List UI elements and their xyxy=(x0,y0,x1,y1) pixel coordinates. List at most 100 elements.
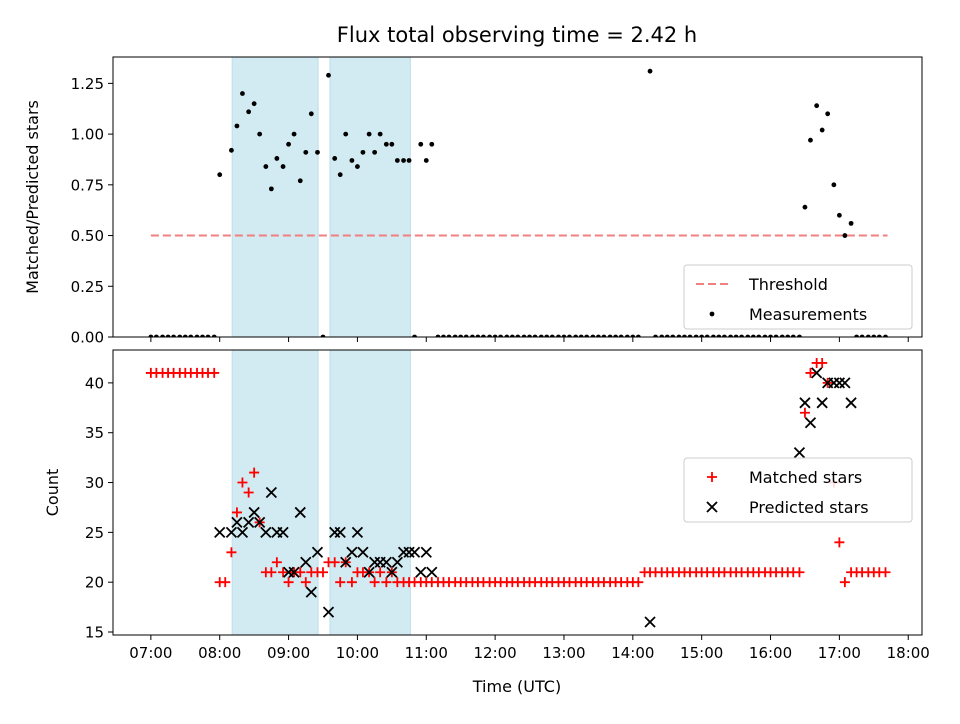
measurement-point xyxy=(240,91,245,96)
legend-label: Measurements xyxy=(749,305,867,324)
matched-star-marker xyxy=(317,567,328,578)
predicted-star-marker xyxy=(415,566,427,578)
measurement-point xyxy=(234,123,240,129)
observing-window-1 xyxy=(231,57,319,337)
measurement-point xyxy=(148,334,154,337)
measurement-point xyxy=(607,334,613,337)
legend-label: Matched stars xyxy=(749,468,862,487)
measurement-point xyxy=(635,334,641,337)
observing-window-2 xyxy=(329,350,411,635)
x-tick-label: 14:00 xyxy=(611,644,654,662)
measurement-point xyxy=(762,334,768,337)
predicted-star-marker xyxy=(236,526,249,538)
matched-star-marker xyxy=(266,567,277,578)
y-tick-label: 20 xyxy=(85,574,104,592)
matched-star-marker xyxy=(243,487,254,498)
matched-star-marker xyxy=(369,577,380,588)
measurement-point xyxy=(274,156,280,161)
matched-star-marker xyxy=(271,557,282,568)
measurement-point xyxy=(418,141,424,147)
legend: Threshold Measurements xyxy=(683,264,913,330)
measurement-point xyxy=(527,334,532,337)
predicted-star-marker xyxy=(260,526,272,538)
y-tick-label: 0.75 xyxy=(71,176,104,194)
measurement-point xyxy=(463,334,469,337)
measurement-point xyxy=(590,334,596,337)
series-predicted-stars xyxy=(214,367,857,628)
measurement-point xyxy=(549,334,555,337)
plot-area xyxy=(145,350,891,635)
matched-star-marker xyxy=(209,367,220,378)
measurement-point xyxy=(205,334,211,337)
measurement-point xyxy=(859,334,865,337)
measurement-point xyxy=(808,137,813,143)
measurement-point xyxy=(188,334,194,337)
matched-star-marker xyxy=(799,407,810,418)
matched-star-marker xyxy=(237,477,248,488)
measurement-point xyxy=(263,164,269,169)
legend-predicted-swatch xyxy=(706,501,718,513)
measurement-point xyxy=(291,131,297,137)
measurement-point xyxy=(343,131,349,137)
measurement-point xyxy=(802,204,808,210)
measurement-point xyxy=(584,334,590,337)
matched-star-marker xyxy=(346,577,357,588)
series-measurements xyxy=(148,68,888,337)
measurement-point xyxy=(355,164,360,169)
measurement-point xyxy=(160,334,165,337)
measurement-point xyxy=(848,220,854,226)
measurement-point xyxy=(349,158,355,163)
matched-star-marker xyxy=(794,567,805,578)
legend-entry: Predicted stars xyxy=(706,498,869,517)
predicted-star-marker xyxy=(288,566,300,578)
legend-entry: Measurements xyxy=(709,305,867,324)
measurement-point xyxy=(337,172,343,178)
matched-star-marker xyxy=(817,357,828,368)
measurement-point xyxy=(842,233,848,238)
measurement-point xyxy=(601,334,607,337)
predicted-star-marker xyxy=(311,546,324,558)
measurement-point xyxy=(200,334,205,337)
measurement-point xyxy=(596,334,601,337)
measurement-point xyxy=(303,149,309,155)
measurement-point xyxy=(573,334,579,337)
measurement-point xyxy=(452,334,458,337)
legend-measurement-swatch xyxy=(709,311,715,317)
measurement-point xyxy=(682,334,687,337)
measurement-point xyxy=(475,334,481,337)
measurement-point xyxy=(836,212,842,218)
predicted-star-marker xyxy=(322,606,335,618)
predicted-star-marker xyxy=(214,526,226,538)
legend-label: Predicted stars xyxy=(749,498,869,517)
measurement-point xyxy=(865,334,871,337)
measurement-point xyxy=(883,334,888,337)
measurement-point xyxy=(814,103,820,109)
measurement-point xyxy=(728,334,733,337)
predicted-star-marker xyxy=(231,516,243,529)
y-tick-label: 25 xyxy=(85,524,104,542)
measurement-point xyxy=(412,334,417,337)
matched-star-marker xyxy=(335,577,346,588)
measurement-point xyxy=(659,334,665,337)
matched-star-marker xyxy=(375,567,386,578)
measurement-point xyxy=(613,334,619,337)
measurement-point xyxy=(297,178,303,184)
plot-area xyxy=(148,57,888,337)
measurement-point xyxy=(246,109,252,115)
measurement-point xyxy=(315,149,320,155)
measurement-point xyxy=(429,141,435,147)
measurement-point xyxy=(790,334,796,337)
measurement-point xyxy=(487,334,493,337)
measurement-point xyxy=(470,334,475,337)
measurement-point xyxy=(556,334,561,337)
predicted-star-marker xyxy=(351,526,364,538)
measurement-point xyxy=(383,141,389,147)
measurement-point xyxy=(308,111,314,117)
y-tick-label: 35 xyxy=(85,424,104,442)
measurement-point xyxy=(670,334,676,337)
measurement-point xyxy=(280,164,286,169)
y-tick-label: 0.50 xyxy=(71,227,104,245)
measurement-point xyxy=(211,334,217,337)
